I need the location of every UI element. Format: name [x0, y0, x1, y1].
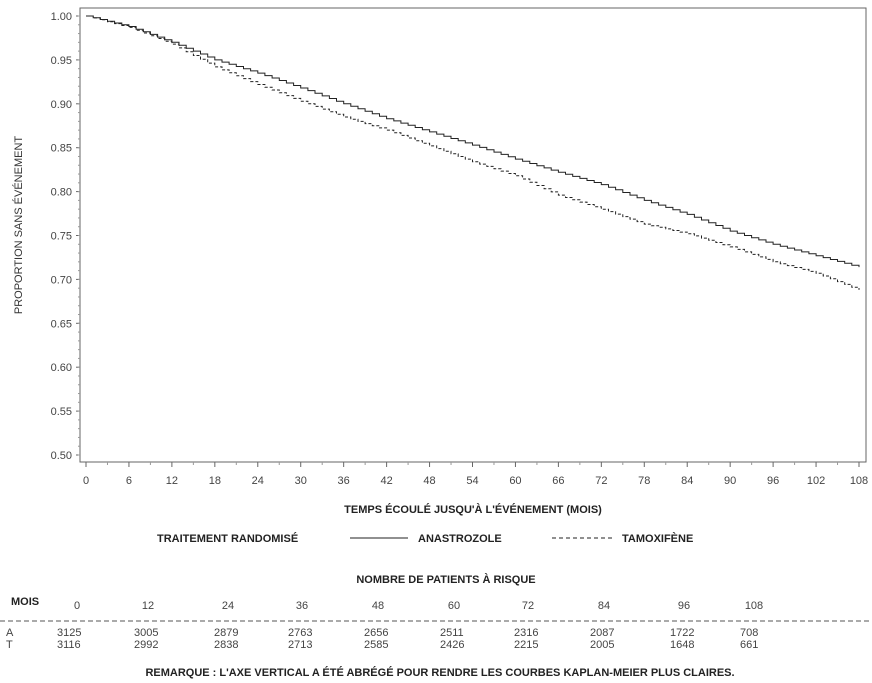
- risk-month-label: 0: [74, 600, 80, 612]
- risk-cell: 2426: [440, 639, 464, 651]
- y-tick-label: 0.65: [51, 318, 72, 330]
- legend-label-tamoxifene: TAMOXIFÈNE: [622, 532, 693, 545]
- x-tick-label: 0: [83, 475, 89, 487]
- y-tick-label: 0.70: [51, 274, 72, 286]
- x-tick-label: 48: [423, 475, 435, 487]
- legend: TRAITEMENT RANDOMISÉ ANASTROZOLE TAMOXIF…: [157, 532, 693, 545]
- risk-cell: 2585: [364, 639, 388, 651]
- x-tick-label: 12: [166, 475, 178, 487]
- risk-month-label: 12: [142, 600, 154, 612]
- risk-cell: 2838: [214, 639, 238, 651]
- x-tick-label: 96: [767, 475, 779, 487]
- y-tick-label: 0.60: [51, 362, 72, 374]
- risk-cell: 1648: [670, 639, 694, 651]
- y-tick-label: 0.55: [51, 406, 72, 418]
- y-tick-label: 0.75: [51, 231, 72, 243]
- risk-cell: 2215: [514, 639, 538, 651]
- risk-table-title: NOMBRE DE PATIENTS À RISQUE: [356, 573, 535, 586]
- x-tick-label: 54: [466, 475, 478, 487]
- x-tick-label: 18: [209, 475, 221, 487]
- risk-cell: 708: [740, 627, 758, 639]
- y-tick-label: 1.00: [51, 11, 72, 23]
- risk-month-label: 36: [296, 600, 308, 612]
- risk-table: NOMBRE DE PATIENTS À RISQUE MOIS 0 12 24 36…: [0, 573, 872, 651]
- x-tick-label: 60: [509, 475, 521, 487]
- risk-cell: 661: [740, 639, 758, 651]
- legend-label-anastrozole: ANASTROZOLE: [418, 533, 502, 545]
- y-axis: 0.50 0.55 0.60 0.65 0.70 0.75 0.80 0.85 0.90 0.95…: [51, 11, 80, 462]
- risk-month-label: 96: [678, 600, 690, 612]
- risk-month-label: 72: [522, 600, 534, 612]
- x-tick-label: 24: [252, 475, 264, 487]
- risk-month-label: 48: [372, 600, 384, 612]
- y-tick-label: 0.90: [51, 99, 72, 111]
- x-axis: 0 6 12 18 24 30 36 42 48 54 60 66 72 78 84 90 96 102 108: [83, 462, 868, 487]
- x-tick-label: 90: [724, 475, 736, 487]
- risk-cell: 2713: [288, 639, 312, 651]
- legend-title: TRAITEMENT RANDOMISÉ: [157, 532, 298, 545]
- risk-cell: 3125: [57, 627, 81, 639]
- risk-row-label: A: [6, 627, 14, 639]
- x-axis-label: TEMPS ÉCOULÉ JUSQU'À L'ÉVÉNEMENT (MOIS): [344, 503, 602, 516]
- y-tick-label: 0.80: [51, 187, 72, 199]
- series-line-anastrozole: [86, 15, 860, 268]
- x-tick-label: 30: [295, 475, 307, 487]
- risk-cell: 2005: [590, 639, 614, 651]
- risk-cell: 2992: [134, 639, 158, 651]
- x-tick-label: 72: [595, 475, 607, 487]
- risk-cell: 1722: [670, 627, 694, 639]
- risk-month-label: 60: [448, 600, 460, 612]
- y-tick-label: 0.50: [51, 450, 72, 462]
- x-tick-label: 36: [338, 475, 350, 487]
- x-tick-label: 6: [126, 475, 132, 487]
- risk-table-rows: A 3125 3005 2879 2763 2656 2511 2316 2087 1722 708…: [6, 627, 758, 651]
- risk-month-label: 24: [222, 600, 234, 612]
- footnote: REMARQUE : L'AXE VERTICAL A ÉTÉ ABRÉGÉ P…: [145, 666, 734, 679]
- y-tick-label: 0.95: [51, 55, 72, 67]
- risk-cell: 3116: [57, 639, 81, 651]
- series-line-tamoxifene: [86, 15, 860, 290]
- risk-cell: 2879: [214, 627, 238, 639]
- risk-row-label: T: [6, 639, 13, 651]
- risk-cell: 2763: [288, 627, 312, 639]
- risk-month-label: 108: [745, 600, 763, 612]
- risk-cell: 2656: [364, 627, 388, 639]
- risk-table-months: 0 12 24 36 48 60 72 84 96 108: [74, 600, 763, 612]
- x-tick-label: 102: [807, 475, 825, 487]
- risk-cell: 2316: [514, 627, 538, 639]
- y-axis-label: PROPORTION SANS ÉVÉNEMENT: [12, 136, 25, 315]
- risk-cell: 2511: [440, 627, 464, 639]
- x-tick-label: 84: [681, 475, 693, 487]
- risk-table-header-label: MOIS: [11, 596, 39, 608]
- x-tick-label: 108: [850, 475, 868, 487]
- series-lines: [86, 15, 860, 290]
- risk-cell: 3005: [134, 627, 158, 639]
- risk-month-label: 84: [598, 600, 610, 612]
- y-tick-label: 0.85: [51, 143, 72, 155]
- risk-cell: 2087: [590, 627, 614, 639]
- x-tick-label: 78: [638, 475, 650, 487]
- x-tick-label: 42: [380, 475, 392, 487]
- x-tick-label: 66: [552, 475, 564, 487]
